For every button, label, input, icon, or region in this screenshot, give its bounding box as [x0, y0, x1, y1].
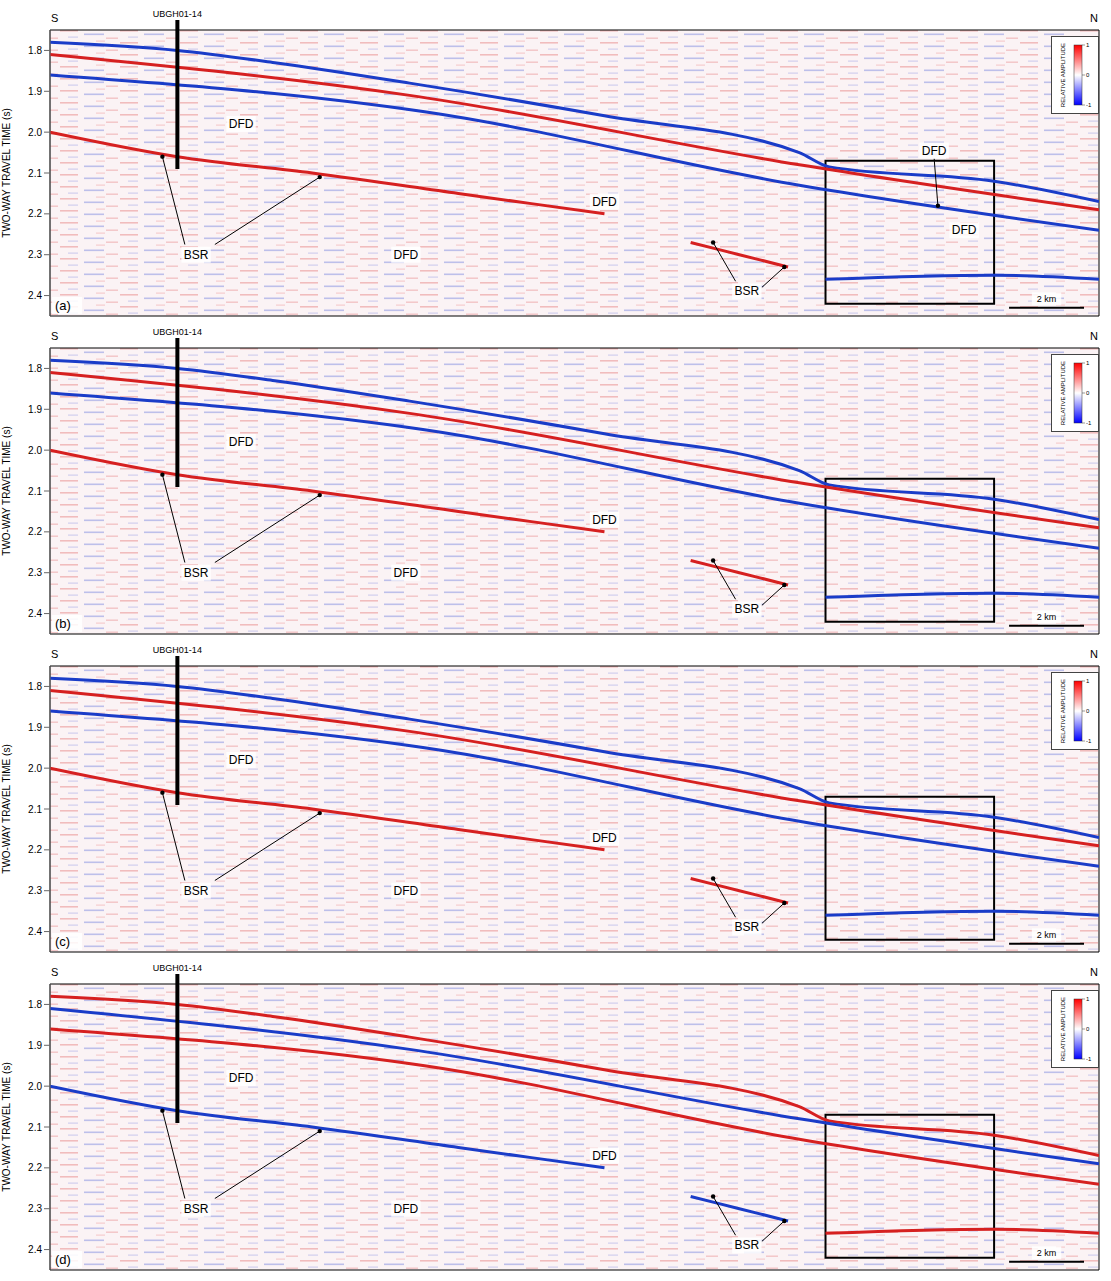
- svg-text:S: S: [51, 966, 58, 978]
- svg-text:2.3: 2.3: [28, 1203, 42, 1214]
- svg-text:UBGH01-14: UBGH01-14: [153, 327, 202, 337]
- svg-text:1.9: 1.9: [28, 404, 42, 415]
- svg-text:2 km: 2 km: [1037, 1248, 1057, 1258]
- svg-text:0: 0: [1086, 390, 1090, 396]
- svg-text:(a): (a): [55, 298, 71, 313]
- svg-text:BSR: BSR: [184, 1202, 209, 1216]
- svg-text:RELATIVE AMPLITUDE: RELATIVE AMPLITUDE: [1060, 679, 1066, 743]
- svg-text:S: S: [51, 12, 58, 24]
- svg-text:DFD: DFD: [229, 435, 254, 449]
- svg-text:2.4: 2.4: [28, 926, 42, 937]
- svg-text:N: N: [1090, 330, 1098, 342]
- svg-text:DFD: DFD: [394, 248, 419, 262]
- svg-text:DFD: DFD: [592, 195, 617, 209]
- svg-text:1: 1: [1086, 996, 1090, 1002]
- svg-text:1: 1: [1086, 360, 1090, 366]
- svg-text:2.2: 2.2: [28, 1162, 42, 1173]
- svg-text:DFD: DFD: [394, 884, 419, 898]
- svg-text:UBGH01-14: UBGH01-14: [153, 645, 202, 655]
- svg-text:DFD: DFD: [592, 1149, 617, 1163]
- svg-text:TWO-WAY TRAVEL TIME (s): TWO-WAY TRAVEL TIME (s): [1, 1062, 12, 1191]
- svg-text:-1: -1: [1086, 102, 1092, 108]
- svg-text:1.8: 1.8: [28, 681, 42, 692]
- svg-text:TWO-WAY TRAVEL TIME (s): TWO-WAY TRAVEL TIME (s): [1, 108, 12, 237]
- svg-text:DFD: DFD: [394, 566, 419, 580]
- svg-text:1.9: 1.9: [28, 722, 42, 733]
- svg-text:BSR: BSR: [734, 920, 759, 934]
- svg-text:1.8: 1.8: [28, 45, 42, 56]
- svg-text:2.1: 2.1: [28, 168, 42, 179]
- svg-text:2 km: 2 km: [1037, 612, 1057, 622]
- svg-text:1.8: 1.8: [28, 999, 42, 1010]
- svg-text:UBGH01-14: UBGH01-14: [153, 963, 202, 973]
- svg-text:DFD: DFD: [592, 513, 617, 527]
- svg-text:1: 1: [1086, 678, 1090, 684]
- svg-text:RELATIVE AMPLITUDE: RELATIVE AMPLITUDE: [1060, 43, 1066, 107]
- svg-text:2.1: 2.1: [28, 1122, 42, 1133]
- svg-text:RELATIVE AMPLITUDE: RELATIVE AMPLITUDE: [1060, 361, 1066, 425]
- svg-text:N: N: [1090, 966, 1098, 978]
- svg-text:2.3: 2.3: [28, 249, 42, 260]
- svg-text:2.0: 2.0: [28, 127, 42, 138]
- svg-text:2.0: 2.0: [28, 763, 42, 774]
- svg-text:1.8: 1.8: [28, 363, 42, 374]
- svg-text:2.3: 2.3: [28, 567, 42, 578]
- svg-text:BSR: BSR: [184, 884, 209, 898]
- svg-text:DFD: DFD: [229, 117, 254, 131]
- svg-text:2.3: 2.3: [28, 885, 42, 896]
- svg-text:TWO-WAY TRAVEL TIME (s): TWO-WAY TRAVEL TIME (s): [1, 426, 12, 555]
- svg-text:2.1: 2.1: [28, 486, 42, 497]
- svg-text:2.2: 2.2: [28, 526, 42, 537]
- svg-text:BSR: BSR: [184, 248, 209, 262]
- svg-text:DFD: DFD: [229, 753, 254, 767]
- svg-text:1: 1: [1086, 42, 1090, 48]
- svg-text:BSR: BSR: [734, 284, 759, 298]
- svg-text:2.4: 2.4: [28, 290, 42, 301]
- svg-text:DFD: DFD: [229, 1071, 254, 1085]
- svg-text:DFD: DFD: [922, 144, 947, 158]
- svg-text:(b): (b): [55, 616, 71, 631]
- svg-text:1.9: 1.9: [28, 86, 42, 97]
- svg-text:2.0: 2.0: [28, 1081, 42, 1092]
- svg-text:2.2: 2.2: [28, 844, 42, 855]
- svg-text:2.4: 2.4: [28, 608, 42, 619]
- svg-text:DFD: DFD: [952, 223, 977, 237]
- svg-text:N: N: [1090, 648, 1098, 660]
- svg-text:UBGH01-14: UBGH01-14: [153, 9, 202, 19]
- svg-text:2.0: 2.0: [28, 445, 42, 456]
- svg-text:2 km: 2 km: [1037, 930, 1057, 940]
- svg-text:BSR: BSR: [734, 1238, 759, 1252]
- svg-text:-1: -1: [1086, 738, 1092, 744]
- svg-text:1.9: 1.9: [28, 1040, 42, 1051]
- svg-text:DFD: DFD: [592, 831, 617, 845]
- svg-text:2 km: 2 km: [1037, 294, 1057, 304]
- svg-text:BSR: BSR: [734, 602, 759, 616]
- svg-text:N: N: [1090, 12, 1098, 24]
- svg-text:0: 0: [1086, 708, 1090, 714]
- svg-text:(d): (d): [55, 1252, 71, 1267]
- svg-text:S: S: [51, 648, 58, 660]
- svg-text:0: 0: [1086, 72, 1090, 78]
- svg-text:2.2: 2.2: [28, 208, 42, 219]
- svg-text:-1: -1: [1086, 1056, 1092, 1062]
- svg-text:2.4: 2.4: [28, 1244, 42, 1255]
- svg-text:(c): (c): [55, 934, 70, 949]
- svg-text:0: 0: [1086, 1026, 1090, 1032]
- svg-text:2.1: 2.1: [28, 804, 42, 815]
- svg-text:S: S: [51, 330, 58, 342]
- svg-text:TWO-WAY TRAVEL TIME (s): TWO-WAY TRAVEL TIME (s): [1, 744, 12, 873]
- svg-text:RELATIVE AMPLITUDE: RELATIVE AMPLITUDE: [1060, 997, 1066, 1061]
- svg-text:-1: -1: [1086, 420, 1092, 426]
- svg-text:DFD: DFD: [394, 1202, 419, 1216]
- svg-text:BSR: BSR: [184, 566, 209, 580]
